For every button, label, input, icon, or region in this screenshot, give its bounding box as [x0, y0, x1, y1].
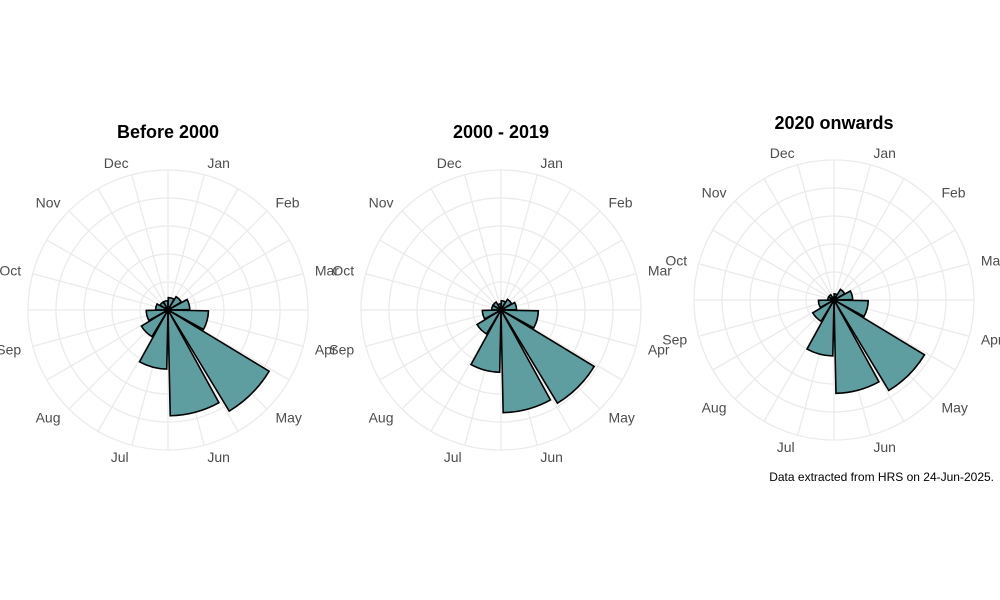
- month-label-jun: Jun: [873, 439, 896, 455]
- grid-spoke: [32, 309, 169, 347]
- grid-spoke: [797, 164, 835, 301]
- wedge-sep: [817, 299, 835, 309]
- month-label-feb: Feb: [941, 185, 965, 201]
- polar-panel-1: Before 2000 Jan Feb Mar Apr May Jun Jul Aug Sep Oc…: [0, 122, 339, 465]
- month-label-dec: Dec: [770, 145, 795, 161]
- wedge-jun: [500, 309, 552, 414]
- wedge-apr: [833, 299, 870, 318]
- month-label-feb: Feb: [608, 195, 632, 211]
- grid-spoke: [167, 188, 239, 311]
- month-label-jul: Jul: [777, 439, 795, 455]
- grid-spoke: [698, 299, 835, 337]
- month-label-jul: Jul: [111, 449, 129, 465]
- grid-spoke: [500, 239, 623, 311]
- month-label-jun: Jun: [207, 449, 230, 465]
- month-label-oct: Oct: [332, 263, 354, 279]
- wedge-aug: [140, 309, 169, 338]
- grid-spoke: [464, 174, 502, 311]
- month-label-aug: Aug: [36, 409, 61, 425]
- wedge-jul: [138, 309, 169, 370]
- month-label-mar: Mar: [648, 263, 672, 279]
- month-label-may: May: [275, 409, 301, 425]
- month-label-oct: Oct: [0, 263, 21, 279]
- month-label-aug: Aug: [702, 399, 727, 415]
- grid-spoke: [131, 174, 169, 311]
- month-label-may: May: [608, 409, 634, 425]
- month-label-jan: Jan: [873, 145, 896, 161]
- grid-spoke: [365, 309, 502, 347]
- grid-spoke: [763, 178, 835, 301]
- grid-spoke: [68, 210, 169, 311]
- grid-spoke: [32, 273, 169, 311]
- grid-spoke: [833, 200, 934, 301]
- grid-spoke: [833, 229, 956, 301]
- month-label-nov: Nov: [702, 185, 727, 201]
- grid-spoke: [46, 239, 169, 311]
- month-label-apr: Apr: [981, 331, 1000, 347]
- month-label-dec: Dec: [437, 155, 462, 171]
- wedge-apr: [500, 309, 540, 330]
- grid-spoke: [500, 210, 601, 311]
- wedge-may: [500, 309, 596, 405]
- month-label-jun: Jun: [540, 449, 563, 465]
- wedge-apr: [167, 309, 210, 331]
- grid-spoke: [833, 164, 871, 301]
- wedge-jul: [805, 299, 835, 357]
- month-label-apr: Apr: [648, 341, 670, 357]
- month-label-mar: Mar: [981, 253, 1000, 269]
- month-label-oct: Oct: [665, 253, 687, 269]
- wedge-sep: [145, 309, 169, 322]
- wedge-jul: [469, 309, 502, 374]
- month-label-dec: Dec: [104, 155, 129, 171]
- wedge-may: [833, 299, 926, 392]
- grid-spoke: [365, 273, 502, 311]
- panel-title: Before 2000: [117, 122, 219, 142]
- month-label-feb: Feb: [275, 195, 299, 211]
- data-source-caption: Data extracted from HRS on 24-Jun-2025.: [769, 470, 994, 484]
- month-label-nov: Nov: [369, 195, 394, 211]
- grid-spoke: [167, 174, 205, 311]
- grid-spoke: [401, 210, 502, 311]
- grid-spoke: [379, 239, 502, 311]
- panel-title: 2000 - 2019: [453, 122, 549, 142]
- grid-spoke: [500, 188, 572, 311]
- month-label-aug: Aug: [369, 409, 394, 425]
- grid-spoke: [698, 263, 835, 301]
- month-label-jan: Jan: [207, 155, 230, 171]
- panel-title: 2020 onwards: [774, 113, 893, 133]
- grid-spoke: [734, 200, 835, 301]
- month-label-nov: Nov: [36, 195, 61, 211]
- grid-spoke: [167, 210, 268, 311]
- wedge-aug: [811, 299, 835, 323]
- month-label-may: May: [941, 399, 967, 415]
- polar-panel-2: 2000 - 2019 Jan Feb Mar Apr May Jun Jul Aug Sep Oc…: [329, 122, 672, 465]
- wedge-dec: [496, 302, 502, 311]
- wedge-dec: [831, 296, 835, 301]
- grid-spoke: [833, 178, 905, 301]
- wedge-may: [167, 309, 271, 413]
- month-label-sep: Sep: [329, 341, 354, 357]
- grid-spoke: [430, 188, 502, 311]
- wedge-jun: [833, 299, 881, 395]
- grid-spoke: [167, 273, 304, 311]
- wedge-mar: [167, 298, 191, 311]
- month-label-mar: Mar: [315, 263, 339, 279]
- wedge-dec: [162, 299, 169, 311]
- month-label-jan: Jan: [540, 155, 563, 171]
- grid-spoke: [97, 188, 169, 311]
- wedge-jun: [167, 309, 221, 417]
- wedge-aug: [475, 309, 502, 336]
- polar-panel-3: 2020 onwards Jan Feb Mar Apr May Jun Jul Aug Sep O…: [662, 113, 1000, 455]
- month-label-apr: Apr: [315, 341, 337, 357]
- month-label-jul: Jul: [444, 449, 462, 465]
- grid-spoke: [500, 273, 637, 311]
- month-label-sep: Sep: [662, 331, 687, 347]
- grid-spoke: [712, 229, 835, 301]
- grid-spoke: [833, 263, 970, 301]
- month-label-sep: Sep: [0, 341, 21, 357]
- wedge-sep: [481, 309, 502, 321]
- grid-spoke: [500, 174, 538, 311]
- grid-spoke: [167, 239, 290, 311]
